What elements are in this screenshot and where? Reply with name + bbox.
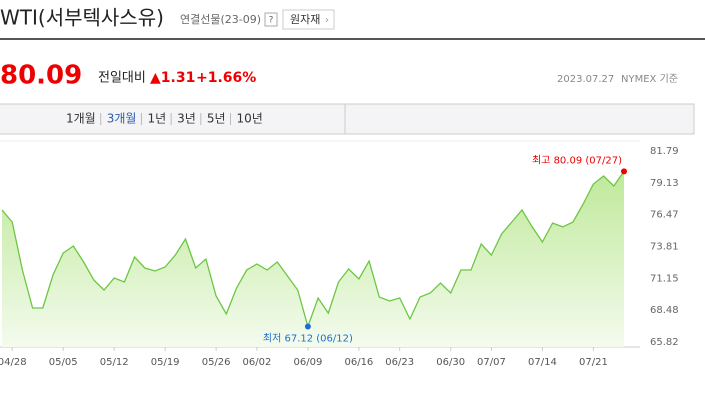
tab[interactable]: 10년 bbox=[237, 112, 263, 126]
area bbox=[2, 171, 624, 347]
change-pct: +1.66% bbox=[196, 70, 256, 86]
x-tick-label: 07/14 bbox=[528, 357, 557, 368]
change: ▲1.31 bbox=[150, 70, 195, 86]
chevron: › bbox=[325, 15, 329, 26]
y-tick-label: 73.81 bbox=[650, 241, 679, 252]
price-line bbox=[1, 170, 625, 329]
max-dot bbox=[621, 168, 627, 175]
title: WTI(서부텍사스유) bbox=[0, 6, 164, 30]
x-tick-label: 06/02 bbox=[243, 357, 272, 368]
min-label: 최저 67.12 (06/12) bbox=[263, 332, 353, 344]
tab[interactable]: 5년 bbox=[207, 112, 226, 126]
change-label: 전일대비 bbox=[98, 71, 146, 86]
x-tick-label: 06/23 bbox=[385, 357, 414, 368]
x-tick-label: 05/26 bbox=[202, 357, 231, 368]
tab-bar bbox=[0, 103, 695, 135]
y-tick-label: 79.13 bbox=[650, 178, 679, 189]
category-button-text[interactable]: 원자재 bbox=[290, 13, 320, 26]
tab[interactable]: 3년 bbox=[177, 112, 196, 126]
min-dot bbox=[304, 323, 311, 330]
x-tick-label: 05/19 bbox=[151, 357, 180, 368]
tab[interactable]: 3개월 bbox=[107, 112, 137, 126]
x-tick-label: 06/16 bbox=[344, 357, 373, 368]
y-tick-label: 76.47 bbox=[650, 210, 679, 221]
tab[interactable]: 1개월 bbox=[66, 112, 96, 126]
category-button[interactable] bbox=[282, 9, 335, 30]
y-tick-label: 81.79 bbox=[650, 146, 679, 157]
x-tick-label: 07/21 bbox=[579, 357, 608, 368]
subtitle: 연결선물(23-09) bbox=[180, 13, 261, 26]
y-tick-label: 65.82 bbox=[650, 337, 679, 348]
x-tick-label: 06/30 bbox=[436, 357, 465, 368]
help[interactable]: ? bbox=[269, 16, 274, 26]
x-tick-label: 05/05 bbox=[49, 357, 78, 368]
exchange: NYMEX 기준 bbox=[621, 73, 678, 85]
price: 80.09 bbox=[0, 61, 82, 91]
help-box[interactable] bbox=[264, 12, 278, 27]
x-tick-label: 06/09 bbox=[293, 357, 322, 368]
x-tick-label: 07/07 bbox=[477, 357, 506, 368]
y-tick-label: 71.15 bbox=[650, 273, 679, 284]
x-tick-label: 05/12 bbox=[100, 357, 129, 368]
max-label: 최고 80.09 (07/27) bbox=[532, 154, 622, 166]
tab[interactable]: 1년 bbox=[147, 112, 166, 126]
x-tick-label: 04/28 bbox=[0, 357, 27, 368]
y-tick-label: 68.48 bbox=[650, 305, 679, 316]
date: 2023.07.27 bbox=[557, 74, 614, 85]
